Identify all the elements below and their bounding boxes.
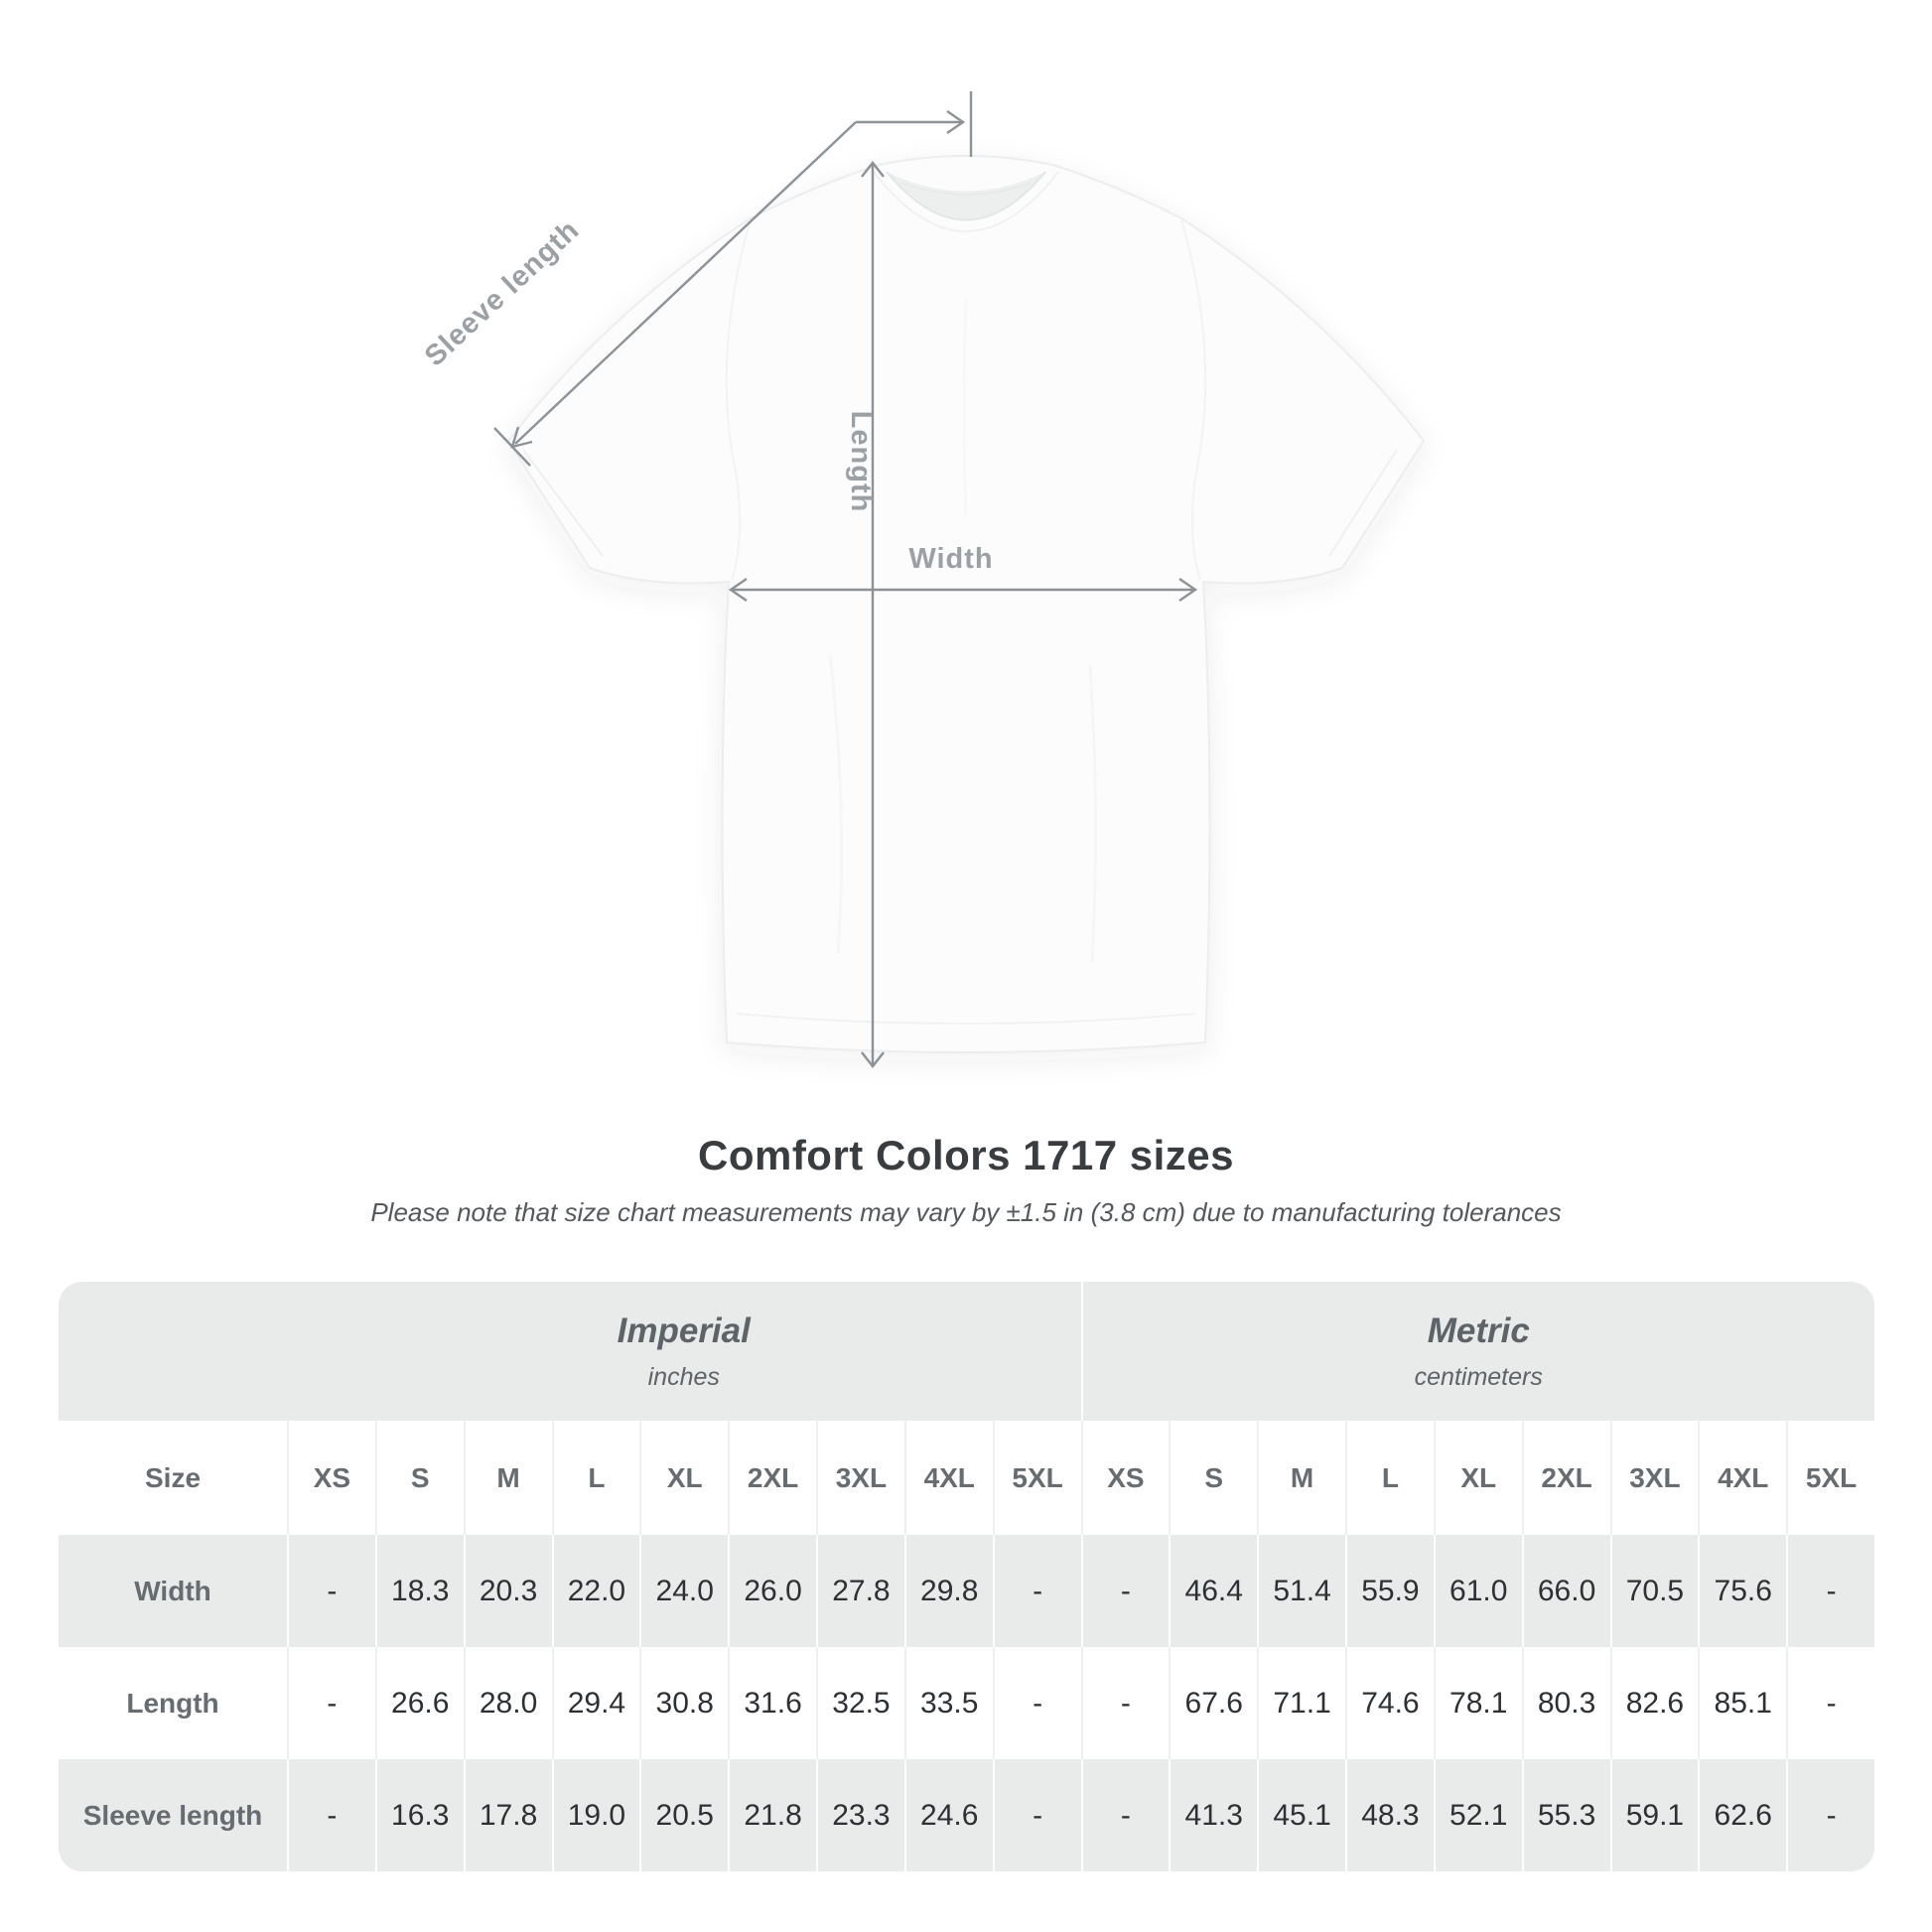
value-cell-metric: 82.6 (1609, 1647, 1699, 1759)
value-cell-metric: 55.3 (1521, 1759, 1610, 1871)
col-header-imperial-xl: XL (639, 1421, 728, 1535)
value-cell-metric: 45.1 (1257, 1759, 1345, 1871)
value-cell-imperial: 19.0 (551, 1759, 640, 1871)
value-cell-imperial: 32.5 (816, 1647, 904, 1759)
value-cell-metric: - (1080, 1759, 1170, 1871)
value-cell-imperial: 33.5 (903, 1647, 993, 1759)
value-cell-metric: 71.1 (1257, 1647, 1345, 1759)
group-header-spacer (59, 1282, 287, 1421)
value-cell-imperial: 31.6 (728, 1647, 816, 1759)
value-cell-imperial: 23.3 (816, 1759, 904, 1871)
value-cell-imperial: 21.8 (728, 1759, 816, 1871)
value-cell-imperial: - (287, 1759, 375, 1871)
group-label: Metric (1427, 1311, 1530, 1350)
col-header-metric-xl: XL (1433, 1421, 1522, 1535)
col-header-metric-s: S (1169, 1421, 1257, 1535)
value-cell-imperial: 20.3 (463, 1535, 552, 1647)
col-header-metric-2xl: 2XL (1521, 1421, 1610, 1535)
size-column-header: Size (144, 1461, 202, 1493)
value-cell-imperial: - (992, 1535, 1081, 1647)
value-cell-imperial: 30.8 (639, 1647, 728, 1759)
value-cell-metric: 61.0 (1433, 1535, 1522, 1647)
value-cell-metric: - (1786, 1759, 1874, 1871)
value-cell-metric: 80.3 (1521, 1647, 1610, 1759)
col-header-metric-3xl: 3XL (1609, 1421, 1699, 1535)
value-cell-metric: 41.3 (1169, 1759, 1257, 1871)
value-cell-metric: - (1786, 1535, 1874, 1647)
value-cell-metric: 55.9 (1345, 1535, 1434, 1647)
tolerance-note: Please note that size chart measurements… (370, 1197, 1562, 1227)
tshirt-measurement-diagram: Sleeve length Length Width (419, 91, 1426, 1068)
value-cell-metric: 48.3 (1345, 1759, 1434, 1871)
col-header-imperial-3xl: 3XL (816, 1421, 904, 1535)
value-cell-metric: 75.6 (1698, 1535, 1786, 1647)
row-label: Sleeve length (82, 1799, 263, 1831)
col-header-metric-m: M (1257, 1421, 1345, 1535)
value-cell-metric: 59.1 (1609, 1759, 1699, 1871)
value-cell-imperial: 17.8 (463, 1759, 552, 1871)
value-cell-metric: 51.4 (1257, 1535, 1345, 1647)
value-cell-imperial: 29.4 (551, 1647, 640, 1759)
col-header-metric-5xl: 5XL (1786, 1421, 1874, 1535)
row-label: Length (126, 1687, 219, 1719)
value-cell-metric: 62.6 (1698, 1759, 1786, 1871)
value-cell-imperial: - (992, 1647, 1081, 1759)
page-title: Comfort Colors 1717 sizes (697, 1132, 1234, 1178)
value-cell-metric: 66.0 (1521, 1535, 1610, 1647)
value-cell-metric: 46.4 (1169, 1535, 1257, 1647)
value-cell-metric: 74.6 (1345, 1647, 1434, 1759)
col-header-imperial-2xl: 2XL (728, 1421, 816, 1535)
value-cell-imperial: 20.5 (639, 1759, 728, 1871)
group-label: Imperial (617, 1311, 751, 1350)
length-arrow (861, 161, 885, 1068)
value-cell-imperial: - (287, 1647, 375, 1759)
group-unit: inches (647, 1362, 720, 1391)
group-header-metric: Metric centimeters (1080, 1282, 1875, 1421)
value-cell-metric: 85.1 (1698, 1647, 1786, 1759)
col-header-imperial-xs: XS (287, 1421, 375, 1535)
value-cell-imperial: - (992, 1759, 1081, 1871)
col-header-imperial-4xl: 4XL (903, 1421, 993, 1535)
value-cell-imperial: 22.0 (551, 1535, 640, 1647)
width-label: Width (908, 543, 993, 575)
col-header-metric-xs: XS (1080, 1421, 1170, 1535)
value-cell-metric: 52.1 (1433, 1759, 1522, 1871)
value-cell-imperial: 16.3 (374, 1759, 464, 1871)
value-cell-metric: 70.5 (1609, 1535, 1699, 1647)
value-cell-metric: 78.1 (1433, 1647, 1522, 1759)
row-label: Width (134, 1575, 211, 1606)
value-cell-imperial: 29.8 (903, 1535, 993, 1647)
col-header-imperial-m: M (463, 1421, 552, 1535)
col-header-imperial-5xl: 5XL (992, 1421, 1081, 1535)
width-arrow (728, 578, 1198, 602)
tshirt-photo (506, 155, 1426, 1053)
col-header-imperial-l: L (551, 1421, 640, 1535)
value-cell-imperial: - (287, 1535, 375, 1647)
value-cell-metric: - (1080, 1535, 1170, 1647)
length-label: Length (845, 411, 877, 513)
value-cell-imperial: 28.0 (463, 1647, 552, 1759)
value-cell-imperial: 18.3 (374, 1535, 464, 1647)
group-unit: centimeters (1414, 1362, 1543, 1391)
value-cell-imperial: 26.0 (728, 1535, 816, 1647)
value-cell-metric: - (1786, 1647, 1874, 1759)
sleeve-length-arrow (493, 91, 973, 467)
value-cell-imperial: 24.6 (903, 1759, 993, 1871)
col-header-metric-l: L (1345, 1421, 1434, 1535)
value-cell-imperial: 27.8 (816, 1535, 904, 1647)
value-cell-imperial: 24.0 (639, 1535, 728, 1647)
sleeve-length-label: Sleeve length (419, 214, 586, 373)
value-cell-metric: - (1080, 1647, 1170, 1759)
value-cell-imperial: 26.6 (374, 1647, 464, 1759)
col-header-imperial-s: S (374, 1421, 464, 1535)
value-cell-metric: 67.6 (1169, 1647, 1257, 1759)
size-table: Imperial inches Metric centimeters Size XS S M L… (59, 1282, 1874, 1871)
group-header-imperial: Imperial inches (287, 1282, 1081, 1421)
col-header-metric-4xl: 4XL (1698, 1421, 1786, 1535)
